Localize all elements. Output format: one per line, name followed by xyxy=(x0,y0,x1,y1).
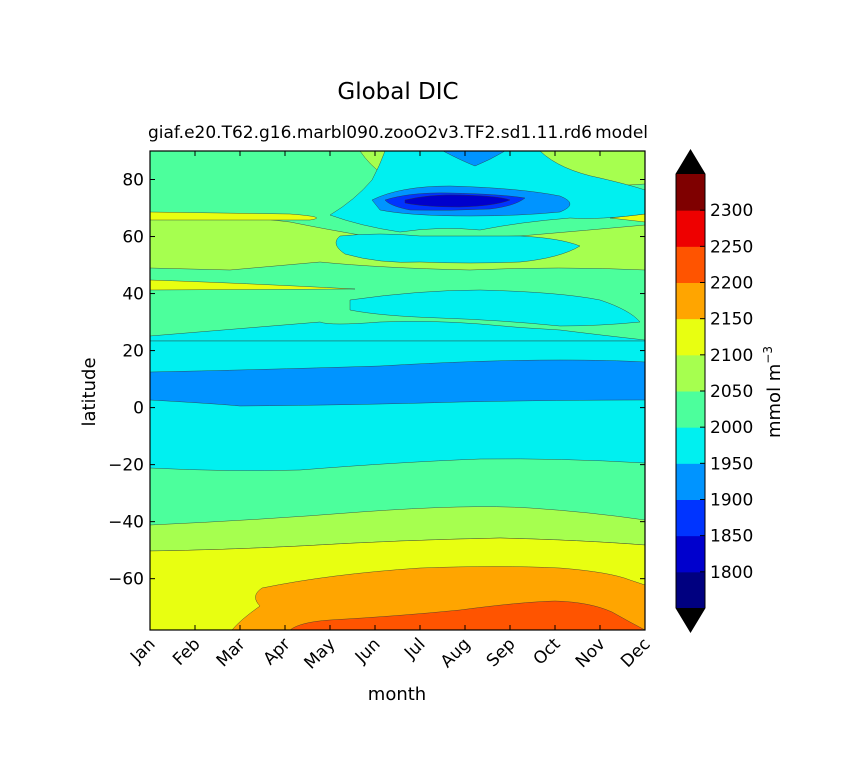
colorbar-segment xyxy=(676,571,705,609)
chart-subtitle-left: giaf.e20.T62.g16.marbl090.zooO2v3.TF2.sd… xyxy=(148,123,592,143)
x-tick-label: Apr xyxy=(260,634,295,669)
y-tick-label: 80 xyxy=(122,171,144,191)
chart-title: Global DIC xyxy=(337,79,458,105)
colorbar-segment xyxy=(676,210,705,247)
x-tick-label: Oct xyxy=(530,634,565,669)
band-1950-2000-north-subtropics xyxy=(150,321,645,342)
x-tick-label: Sep xyxy=(483,634,520,671)
y-tick-label: −60 xyxy=(108,570,144,590)
colorbar-tick-label: 2000 xyxy=(710,418,753,438)
colorbar-segment xyxy=(676,282,705,320)
band-1900-1950-arctic xyxy=(442,151,506,167)
colorbar-tick-label: 2100 xyxy=(710,346,753,366)
colorbar-tick-label: 2050 xyxy=(710,382,753,402)
x-axis-label: month xyxy=(368,684,426,705)
colorbar-tick-label: 2200 xyxy=(710,274,753,294)
colorbar-extend-under xyxy=(676,608,705,632)
band-1950-2000-subarctic xyxy=(335,233,581,264)
x-tick-label: Nov xyxy=(572,634,610,672)
y-tick-label: −20 xyxy=(108,456,144,476)
colorbar-segment xyxy=(676,318,705,356)
x-tick-label: Aug xyxy=(437,634,475,672)
colorbar-outline xyxy=(675,149,706,633)
colorbar-tick-label: 1800 xyxy=(710,563,753,583)
band-1800-1850-arctic xyxy=(404,194,511,208)
colorbar-segment xyxy=(676,535,705,573)
plot-frame xyxy=(149,150,646,631)
band-2100-2150-north-a xyxy=(150,211,317,221)
colorbar-tick-label: 1850 xyxy=(710,527,753,547)
x-tick-label: Jul xyxy=(400,634,429,663)
band-2100-2150-north-b xyxy=(150,279,356,291)
colorbar: 1800 1850 1900 1950 2000 2050 2100 2150 2200 2250… xyxy=(675,149,753,633)
y-axis-label: latitude xyxy=(79,357,100,426)
band-1900-1950-equator xyxy=(150,359,645,407)
band-1950-2000-northmid xyxy=(349,289,641,327)
colorbar-segment xyxy=(676,499,705,537)
x-tick-label: Mar xyxy=(213,634,250,671)
y-axis: 80 60 40 20 0 −20 −40 −60 xyxy=(108,171,645,590)
contour-plot-area xyxy=(150,151,645,630)
band-2200-2250-south xyxy=(289,600,645,630)
colorbar-tick-label: 2300 xyxy=(710,201,753,221)
colorbar-segment xyxy=(676,174,705,211)
colorbar-tick-label: 1900 xyxy=(710,491,753,511)
x-tick-label: Jun xyxy=(351,634,385,668)
y-tick-label: 40 xyxy=(122,285,144,305)
colorbar-tick-label: 2250 xyxy=(710,237,753,257)
y-tick-label: 60 xyxy=(122,228,144,248)
x-tick-label: Dec xyxy=(617,634,654,671)
colorbar-extend-over xyxy=(676,150,705,174)
y-tick-label: 0 xyxy=(133,399,144,419)
y-tick-label: 20 xyxy=(122,342,144,362)
colorbar-tick-label: 2150 xyxy=(710,310,753,330)
colorbar-segment xyxy=(676,246,705,283)
colorbar-segment xyxy=(676,391,705,428)
chart-subtitle-right: model xyxy=(595,123,648,143)
y-tick-label: −40 xyxy=(108,513,144,533)
x-tick-label: May xyxy=(301,634,340,673)
x-tick-label: Feb xyxy=(169,634,204,669)
x-tick-label: Jan xyxy=(126,634,159,667)
colorbar-segment xyxy=(676,463,705,500)
colorbar-segment xyxy=(676,354,705,392)
colorbar-segment xyxy=(676,427,705,464)
colorbar-tick-label: 1950 xyxy=(710,454,753,474)
colorbar-label: mmol m−3 xyxy=(761,346,785,438)
